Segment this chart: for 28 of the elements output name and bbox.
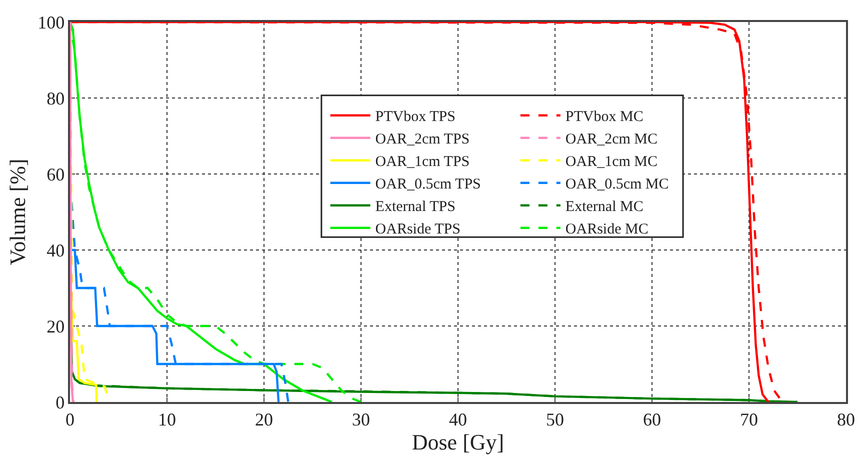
x-tick-label: 20 (255, 409, 273, 430)
x-tick-label: 60 (643, 409, 661, 430)
x-tick-label: 70 (740, 409, 758, 430)
y-tick-label: 20 (46, 316, 65, 336)
legend-label: OARside TPS (375, 222, 460, 238)
legend-label: PTVbox TPS (375, 109, 456, 126)
y-tick-label: 80 (46, 88, 65, 108)
y-axis-title: Volume [%] (4, 158, 30, 266)
legend-label: External TPS (375, 199, 456, 216)
legend-label: OAR_2cm TPS (375, 132, 470, 148)
y-tick-label: 60 (46, 164, 65, 184)
legend-label: OAR_0.5cm TPS (375, 176, 481, 193)
x-tick-label: 40 (449, 409, 467, 430)
legend-label: OARside MC (565, 222, 648, 238)
legend-label: External MC (565, 199, 644, 216)
legend-label: OAR_1cm TPS (375, 154, 470, 170)
x-tick-label: 10 (158, 409, 176, 430)
legend-label: OAR_0.5cm MC (565, 176, 669, 193)
x-tick-label: 30 (352, 409, 370, 430)
x-tick-label: 50 (546, 409, 564, 430)
x-tick-label: 80 (837, 409, 855, 430)
legend-label: OAR_1cm MC (565, 154, 658, 170)
x-axis-title: Dose [Gy] (412, 429, 504, 454)
legend-label: OAR_2cm MC (565, 132, 658, 148)
legend-label: PTVbox MC (565, 109, 644, 126)
y-tick-label: 0 (56, 392, 65, 412)
y-tick-label: 100 (38, 12, 65, 32)
y-tick-label: 40 (46, 240, 65, 260)
